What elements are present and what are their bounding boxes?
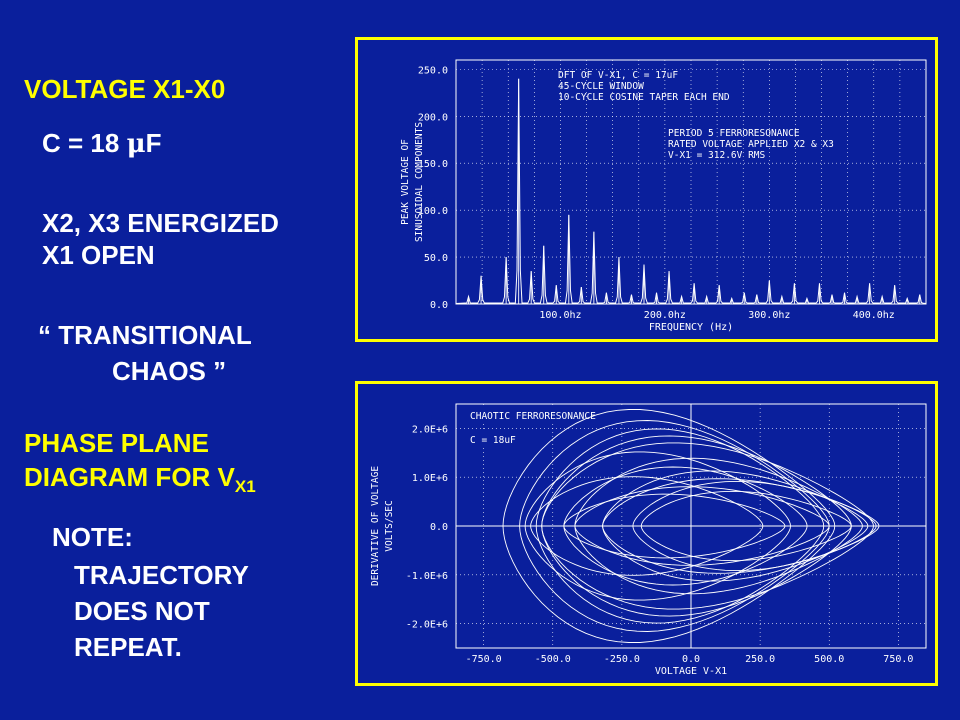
spectrum-chart: 0.0 50.0 100.0 150.0 200.0 250.0 100.0hz 200.0h… xyxy=(400,59,927,333)
phase-trajectory xyxy=(574,486,830,566)
y-tick-label: 1.0E+6 xyxy=(412,473,448,484)
note-label: NOTE: xyxy=(52,522,133,552)
x-tick-label: 0.0 xyxy=(682,654,700,665)
phase-trajectory xyxy=(640,490,852,562)
x-tick-label: 400.0hz xyxy=(853,310,895,321)
phase-trajectory xyxy=(535,428,825,624)
y-tick-label: 150.0 xyxy=(418,159,448,170)
open-label: X1 OPEN xyxy=(42,240,155,270)
phase-trajectory xyxy=(541,442,874,610)
transitional-label: “ TRANSITIONAL xyxy=(38,320,252,350)
plot-frame xyxy=(455,59,927,305)
annotation-bg xyxy=(466,408,636,422)
chaos-label: CHAOS ” xyxy=(112,356,227,386)
phase-trajectory xyxy=(563,493,786,559)
y-axis-label-line1: PEAK VOLTAGE OF xyxy=(400,139,411,225)
phase-trajectory xyxy=(519,420,830,632)
y-tick-label: 0.0 xyxy=(430,522,448,533)
note-line1: TRAJECTORY xyxy=(74,560,249,590)
x-axis-label: VOLTAGE V-X1 xyxy=(655,666,727,677)
annotation-capacitance: C = 18uF xyxy=(470,435,516,446)
y-tick-label: -2.0E+6 xyxy=(406,620,448,631)
x-tick-label: 200.0hz xyxy=(644,310,686,321)
phase-trajectory xyxy=(502,409,836,643)
note-line2: DOES NOT xyxy=(74,596,210,626)
annotation-dft: 10-CYCLE COSINE TAPER EACH END xyxy=(558,92,730,103)
phase-plane-line2: DIAGRAM FOR VX1 xyxy=(24,462,256,497)
annotation-dft: DFT OF V-X1, C = 17uF xyxy=(558,70,678,81)
spectrum-chart-panel: 0.0 50.0 100.0 150.0 200.0 250.0 100.0hz 200.0h… xyxy=(355,37,938,342)
annotation-period: PERIOD 5 FERRORESONANCE xyxy=(668,128,800,139)
annotation-bg xyxy=(466,432,536,446)
phase-plane-panel: 2.0E+6 1.0E+6 0.0 -1.0E+6 -2.0E+6 -750.0 -500.… xyxy=(355,381,938,686)
energized-label: X2, X3 ENERGIZED xyxy=(42,208,279,238)
note-line3: REPEAT. xyxy=(74,632,182,662)
y-tick-label: 200.0 xyxy=(418,112,448,123)
y-tick-label: 250.0 xyxy=(418,65,448,76)
phase-trajectory xyxy=(530,476,764,576)
y-tick-label: 50.0 xyxy=(424,253,448,264)
x-tick-label: 750.0 xyxy=(883,654,913,665)
y-axis-label-line2: SINUSOIDAL COMPONENTS xyxy=(414,122,425,242)
phase-plane-chart: 2.0E+6 1.0E+6 0.0 -1.0E+6 -2.0E+6 -750.0 -500.… xyxy=(370,403,927,677)
phase-trajectory xyxy=(632,480,877,572)
x-tick-label: 300.0hz xyxy=(748,310,790,321)
y-tick-label: -1.0E+6 xyxy=(406,571,448,582)
y-tick-label: 2.0E+6 xyxy=(412,424,448,435)
x-axis-label: FREQUENCY (Hz) xyxy=(649,322,733,333)
slide-title: VOLTAGE X1-X0 xyxy=(24,74,226,104)
y-tick-label: 100.0 xyxy=(418,206,448,217)
x-tick-label: -750.0 xyxy=(466,654,502,665)
phase-trajectory xyxy=(524,451,791,601)
spectrum-series-line xyxy=(455,78,927,305)
y-axis-label-line1: DERIVATIVE OF VOLTAGE xyxy=(370,466,381,586)
x-tick-label: -500.0 xyxy=(535,654,571,665)
annotation-period: V-X1 = 312.6V RMS xyxy=(668,150,766,161)
y-tick-label: 0.0 xyxy=(430,300,448,311)
annotation-title: CHAOTIC FERRORESONANCE xyxy=(470,411,596,422)
x-tick-label: 500.0 xyxy=(814,654,844,665)
x-tick-label: -250.0 xyxy=(604,654,640,665)
y-axis-label-line2: VOLTS/SEC xyxy=(384,500,395,551)
annotation-dft: 45-CYCLE WINDOW xyxy=(558,81,644,92)
phase-plane-line1: PHASE PLANE xyxy=(24,428,209,458)
x-tick-label: 250.0 xyxy=(745,654,775,665)
annotation-period: RATED VOLTAGE APPLIED X2 & X3 xyxy=(668,139,834,150)
x-tick-label: 100.0hz xyxy=(539,310,581,321)
capacitance-label: C = 18 μF xyxy=(42,128,162,159)
